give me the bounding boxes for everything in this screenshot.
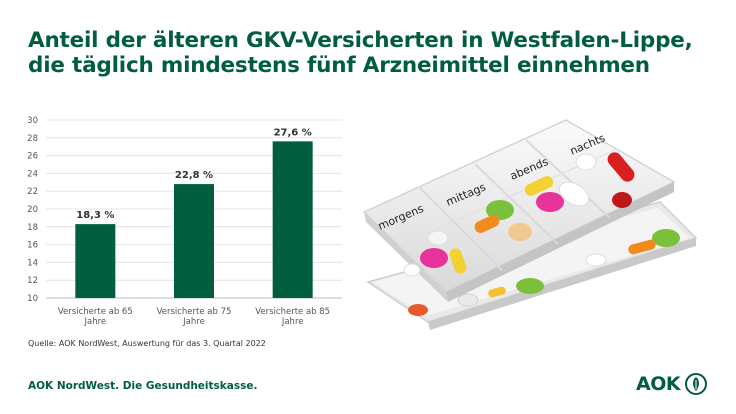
y-tick-label: 16: [27, 241, 38, 251]
bar: [272, 141, 313, 298]
aok-logo: AOK: [636, 372, 716, 398]
x-category-label: Versicherte ab 65: [58, 307, 133, 317]
y-tick-label: 14: [27, 258, 38, 268]
footer-tagline: AOK NordWest. Die Gesundheitskasse.: [28, 380, 258, 392]
bar: [75, 224, 116, 298]
x-category-label: Jahre: [84, 317, 107, 327]
oak-leaf-icon: [685, 373, 707, 395]
x-category-label: Versicherte ab 85: [255, 307, 330, 317]
bar-value-label: 22,8 %: [175, 170, 213, 181]
logo-text: AOK: [636, 373, 681, 395]
page-title: Anteil der älteren GKV-Versicherten in W…: [28, 28, 718, 78]
bar: [174, 184, 214, 298]
y-tick-label: 28: [27, 134, 38, 144]
pill-organizer-image: morgens mittags abends nachts: [362, 119, 698, 330]
source-note: Quelle: AOK NordWest, Auswertung für das…: [28, 339, 266, 348]
y-tick-label: 18: [27, 223, 38, 233]
bar-value-label: 18,3 %: [76, 210, 114, 221]
y-tick-label: 20: [27, 205, 38, 215]
y-tick-label: 26: [27, 152, 38, 162]
title-line-1: Anteil der älteren GKV-Versicherten in W…: [28, 28, 693, 53]
y-tick-label: 12: [27, 276, 38, 286]
bar-chart: 10 12 14 16 18 20 22 24 26 28 30 18,3 % Versicherte …: [27, 116, 342, 327]
y-tick-label: 24: [27, 169, 38, 179]
y-tick-label: 30: [27, 116, 38, 126]
bar-value-label: 27,6 %: [274, 127, 312, 138]
x-category-label: Versicherte ab 75: [157, 307, 232, 317]
title-line-2: die täglich mindestens fünf Arzneimittel…: [28, 53, 650, 78]
y-tick-label: 10: [27, 294, 38, 304]
x-category-label: Jahre: [182, 317, 205, 327]
y-tick-label: 22: [27, 187, 38, 197]
x-category-label: Jahre: [281, 317, 304, 327]
